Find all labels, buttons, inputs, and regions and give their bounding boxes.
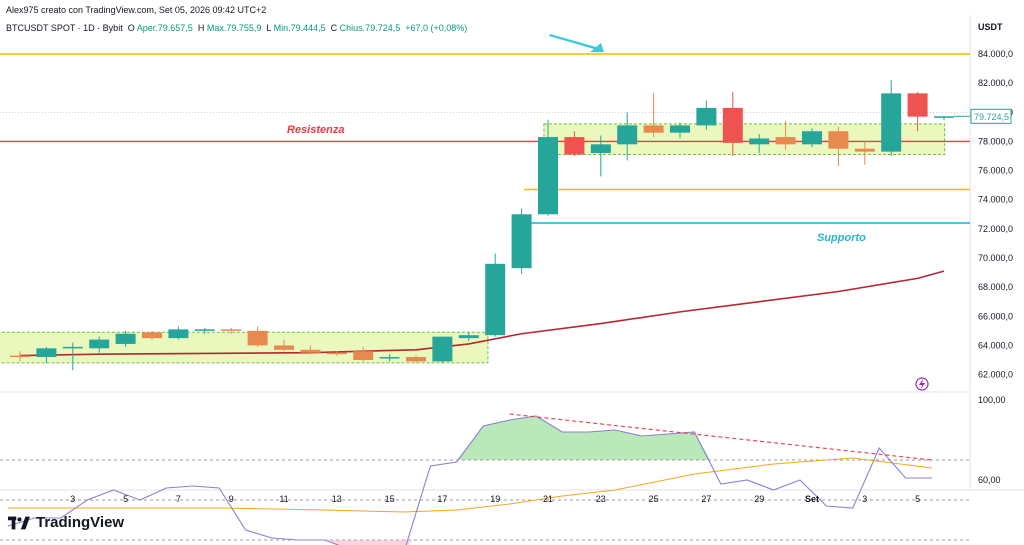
- time-tick-label: 3: [70, 494, 75, 504]
- low-value: Min.79.444,5: [273, 23, 326, 33]
- rsi-oversold-fill: [324, 540, 412, 545]
- price-tick-label: 74.000,0: [978, 195, 1013, 205]
- time-tick-label: 29: [754, 494, 764, 504]
- price-tick-label: 82.000,0: [978, 78, 1013, 88]
- candle-body: [617, 125, 638, 145]
- candle-body: [590, 144, 611, 154]
- candle-body: [379, 357, 400, 359]
- alert-icon: [915, 377, 929, 391]
- candle-body: [247, 330, 268, 346]
- time-tick-label: 25: [649, 494, 659, 504]
- price-tick-label: 78.000,0: [978, 136, 1013, 146]
- divergence-line: [509, 413, 933, 461]
- candle-body: [62, 346, 83, 349]
- ohlc-legend: BTCUSDT SPOT · 1D · Bybit O Aper.79.657,…: [6, 23, 467, 33]
- candle-body: [934, 116, 954, 118]
- candle-body: [221, 329, 242, 331]
- tradingview-logo[interactable]: TradingView: [8, 514, 124, 531]
- open-value: Aper.79.657,5: [136, 23, 193, 33]
- candle-body: [168, 329, 189, 339]
- time-tick-label: 11: [279, 494, 288, 504]
- author-line: Alex975 creato con TradingView.com, Set …: [6, 5, 267, 15]
- resistance-annotation: Resistenza: [287, 124, 344, 136]
- high-label: H: [197, 23, 205, 33]
- price-tick-label: 84.000,0: [978, 49, 1013, 59]
- time-tick-label: 23: [596, 494, 606, 504]
- candle-body: [643, 125, 664, 133]
- tradingview-logo-icon: [8, 516, 30, 529]
- candle-body: [775, 137, 796, 145]
- time-tick-label: Set: [805, 494, 819, 504]
- time-tick-label: 27: [701, 494, 711, 504]
- current-price-label: 79.724,5: [974, 112, 1009, 122]
- candle-body: [432, 336, 453, 362]
- candle-body: [670, 125, 690, 133]
- price-tick-label: 62.000,0: [978, 370, 1013, 380]
- candle-body: [142, 332, 162, 339]
- candle-body: [722, 107, 743, 143]
- price-tick-label: 72.000,0: [978, 224, 1013, 234]
- time-tick-label: 5: [123, 494, 128, 504]
- current-price-tag: [970, 108, 1012, 124]
- time-tick-label: 7: [176, 494, 181, 504]
- candle-body: [194, 329, 215, 331]
- close-value: Chius.79.724,5: [339, 23, 401, 33]
- candle-body: [485, 263, 506, 336]
- time-tick-label: 19: [490, 494, 500, 504]
- close-label: C: [330, 23, 338, 33]
- candle-body: [406, 357, 426, 362]
- moving-average-line: [19, 270, 945, 357]
- candle-body: [458, 335, 479, 339]
- high-value: Max.79.755,9: [206, 23, 262, 33]
- time-tick-label: 9: [229, 494, 234, 504]
- candle-body: [696, 107, 717, 126]
- candle-body: [749, 138, 770, 145]
- rsi-tick-label: 60,00: [978, 475, 1001, 485]
- price-axis-unit: USDT: [978, 22, 1003, 32]
- candle-body: [828, 131, 849, 149]
- time-tick-label: 5: [915, 494, 920, 504]
- rsi-line: [7, 415, 932, 545]
- candle-body: [854, 148, 875, 152]
- candle-body: [802, 131, 822, 145]
- candle-body: [907, 93, 928, 117]
- candle-body: [511, 214, 532, 269]
- price-tick-label: 76.000,0: [978, 166, 1013, 176]
- trend-arrow: [549, 34, 604, 52]
- open-label: O: [127, 23, 135, 33]
- candle-body: [353, 351, 374, 360]
- candle-body: [564, 137, 585, 155]
- rsi-tick-label: 100,00: [978, 395, 1006, 405]
- candle-body: [538, 137, 558, 215]
- change-value: +67,0 (+0,08%): [405, 23, 468, 33]
- alert-icon-bolt: [919, 379, 925, 389]
- price-tick-label: 66.000,0: [978, 311, 1013, 321]
- time-tick-label: 17: [437, 494, 447, 504]
- candle-body: [10, 355, 30, 358]
- price-tick-label: 68.000,0: [978, 282, 1013, 292]
- symbol-label[interactable]: BTCUSDT SPOT · 1D · Bybit: [6, 23, 123, 33]
- price-tick-label: 64.000,0: [978, 340, 1013, 350]
- time-tick-label: 21: [543, 494, 553, 504]
- rsi-ma-line: [8, 457, 933, 513]
- low-label: L: [266, 23, 272, 33]
- rsi-overbought-fill: [430, 416, 711, 460]
- candle-body: [326, 352, 347, 355]
- candle-body: [881, 93, 902, 152]
- time-tick-label: 15: [385, 494, 395, 504]
- brand-name: TradingView: [36, 514, 125, 531]
- candle-body: [300, 349, 321, 353]
- time-tick-label: 13: [332, 494, 342, 504]
- candle-body: [36, 348, 57, 358]
- price-tick-label: 70.000,0: [978, 253, 1013, 263]
- candle-body: [89, 339, 110, 349]
- candle-body: [274, 345, 294, 350]
- support-annotation: Supporto: [817, 232, 866, 244]
- time-tick-label: 3: [862, 494, 867, 504]
- candle-body: [115, 333, 136, 344]
